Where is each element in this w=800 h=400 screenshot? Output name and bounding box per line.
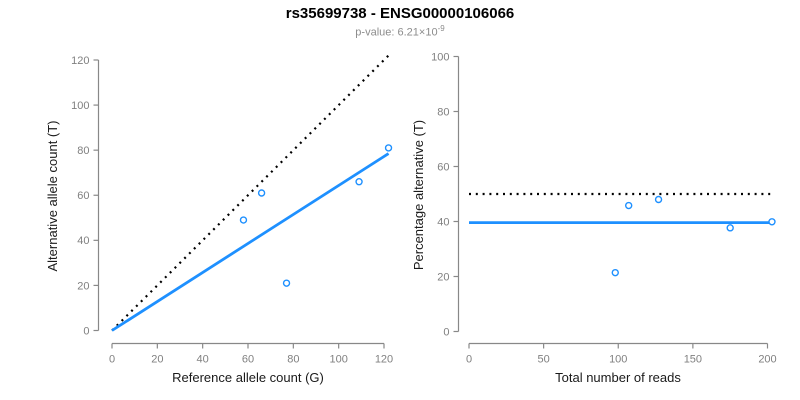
fit-line (111, 152, 390, 332)
y-tick-label: 40 (437, 216, 449, 228)
y-tick-label: 80 (437, 106, 449, 118)
data-point (654, 195, 663, 204)
x-tick-label: 0 (466, 354, 472, 366)
x-tick-label: 100 (609, 354, 627, 366)
y-axis-title: Alternative allele count (T) (45, 120, 60, 271)
y-tick-label: 120 (71, 55, 89, 67)
panel-percentage-alternative: 0 20 40 60 80 100 0 50 100 150 200 Total number of … (411, 51, 777, 385)
y-tick-label: 40 (77, 235, 89, 247)
x-tick-label: 0 (109, 354, 115, 366)
data-point (768, 218, 776, 226)
x-tick-label: 80 (287, 354, 299, 366)
data-point (257, 189, 266, 197)
y-tick-label: 20 (437, 271, 449, 283)
y-axis-title: Percentage alternative (T) (411, 120, 426, 270)
x-tick-label: 100 (329, 354, 347, 366)
y-tick-label: 0 (83, 325, 89, 337)
figure-title: rs35699738 - ENSG00000106066 (285, 5, 515, 22)
x-tick-label: 20 (151, 354, 163, 366)
x-tick-label: 60 (242, 354, 254, 366)
x-axis-title: Total number of reads (555, 370, 681, 385)
y-tick-label: 100 (71, 100, 89, 112)
figure-subtitle: p-value: 6.21×10-9 (0, 24, 800, 39)
y-tick-label: 60 (437, 161, 449, 173)
x-tick-label: 200 (758, 354, 776, 366)
x-tick-label: 40 (197, 354, 209, 366)
data-point (282, 279, 291, 287)
y-tick-label: 0 (443, 326, 449, 338)
data-point (384, 144, 393, 152)
x-tick-label: 50 (538, 354, 550, 366)
x-axis-title: Reference allele count (G) (172, 370, 324, 385)
pvalue-text: p-value: 6.21×10 (355, 26, 438, 39)
y-tick-label: 20 (77, 280, 89, 292)
data-point (624, 201, 633, 210)
y-tick-label: 100 (431, 51, 449, 63)
data-point (355, 178, 363, 186)
identity-line (111, 54, 390, 332)
panel-allele-counts: 0 20 40 60 80 100 120 0 20 40 60 80 100 120 Reference … (45, 54, 393, 385)
x-tick-label: 120 (375, 354, 393, 366)
data-point (239, 216, 248, 224)
data-point (611, 268, 619, 277)
pvalue-exponent: -9 (437, 24, 445, 33)
x-tick-label: 150 (684, 354, 702, 366)
y-tick-label: 80 (77, 145, 89, 157)
y-tick-label: 60 (77, 190, 89, 202)
data-point (726, 224, 734, 232)
